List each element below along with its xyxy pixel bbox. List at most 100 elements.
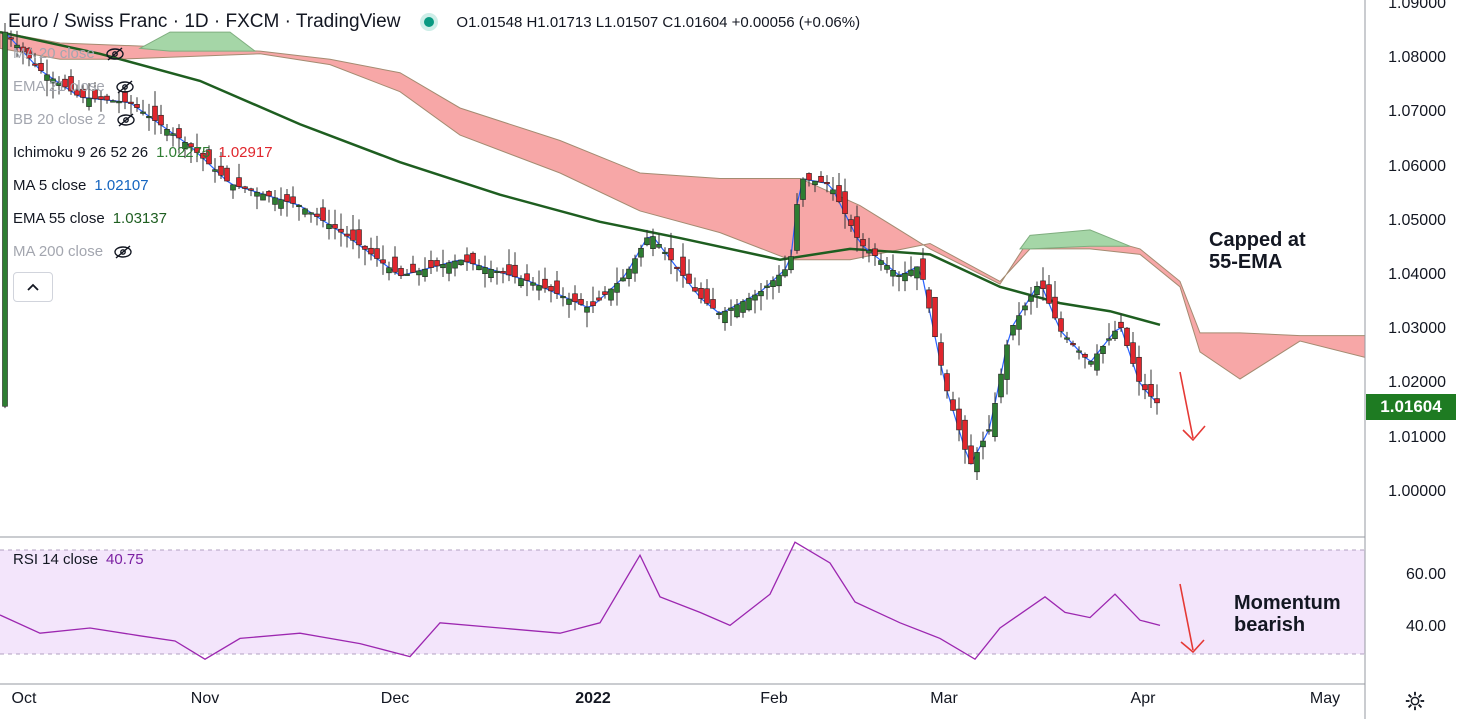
candle [944,369,950,399]
price-tick-label: 1.09000 [1388,0,1446,12]
candle [860,233,866,259]
candle-body [626,268,632,279]
candle-body [1154,398,1160,404]
candle-body [656,244,662,248]
rsi-band [0,550,1365,654]
candle-body [422,268,428,277]
candle-body [140,111,146,114]
candle-body [1100,345,1106,354]
candle-body [74,89,80,96]
candle-body [62,78,68,88]
candle-body [242,186,248,189]
candle [812,180,818,193]
candle-body [884,265,890,270]
candle [260,191,266,201]
rsi-line [0,541,1161,661]
candle [470,251,476,271]
candle [1010,325,1016,341]
candle [584,301,590,328]
candle-body [380,259,386,264]
rsi-tick-label: 60.00 [1405,566,1446,583]
legend-label: Ichimoku 9 26 52 26 [13,144,149,161]
candle [170,127,176,147]
candle-body [20,46,26,52]
candle-body [506,264,512,276]
candle [752,289,758,314]
candle [698,282,704,304]
candle [974,447,980,481]
candle-body [308,212,314,215]
candle [50,71,56,99]
legend-ma-5-close[interactable]: MA 5 close 1.02107 [13,177,149,194]
rsi-legend[interactable]: RSI 14 close 40.75 [13,551,144,568]
legend-bb-20-close-2[interactable]: BB 20 close 2 [13,111,136,128]
symbol-title[interactable]: Euro / Swiss Franc · 1D · FXCM · Trading… [8,11,401,32]
candle-body [722,310,728,324]
candle-body [566,298,572,305]
candle-body [830,189,836,195]
candle-body [854,216,860,238]
candle [410,255,416,274]
candle-body [110,100,116,103]
candle [914,266,920,291]
hidden-eye-icon[interactable] [105,46,125,61]
candle-body [290,196,296,204]
candle [638,244,644,267]
legend-ma-20-close[interactable]: MA 20 close [13,45,125,62]
candle [620,269,626,282]
candle-body [686,273,692,284]
candle [1112,320,1118,342]
candle [374,235,380,267]
collapse-legend-button[interactable] [13,272,53,302]
candle [998,368,1004,404]
price-tick-label: 1.01000 [1388,428,1446,446]
candle [842,178,848,229]
candle-body [770,280,776,287]
settings-gear-icon[interactable] [1404,690,1426,712]
hidden-eye-icon[interactable] [115,79,135,94]
chevron-up-icon [27,283,39,291]
candle [266,189,272,203]
candle [368,237,374,261]
candle-body [542,278,548,289]
candle [596,290,602,302]
legend-ichimoku-9-26-52-26[interactable]: Ichimoku 9 26 52 26 1.02275 1.02917 [13,144,273,161]
candle-body [746,297,752,311]
hidden-eye-icon[interactable] [116,112,136,127]
candle-body [674,266,680,269]
candle [1118,313,1124,332]
hidden-eye-icon[interactable] [113,244,133,259]
legend-ma-200-close[interactable]: MA 200 close [13,243,133,260]
candle-body [488,269,494,278]
candle [572,285,578,311]
candle-body [434,260,440,267]
candle-body [938,342,944,366]
candle [422,257,428,282]
legend-ema-21-close[interactable]: EMA 21 close [13,78,135,95]
candle-body [1058,318,1064,332]
candle-body [410,263,416,273]
candle [8,30,14,47]
candle-body [272,197,278,205]
candle [734,298,740,319]
candle-body [470,252,476,265]
ohlc-values: O1.01548 H1.01713 L1.01507 C1.01604 +0.0… [456,13,861,31]
price-tick-label: 1.03000 [1388,320,1446,338]
candle-body [644,237,650,246]
rsi-legend-value: 40.75 [106,551,144,568]
candle-body [818,175,824,183]
rsi-panel [0,541,1365,661]
candle [1088,360,1094,367]
candle [116,90,122,114]
candle [644,229,650,247]
down-arrow-price [1179,371,1206,442]
candle [1028,286,1034,315]
legend-ema-55-close[interactable]: EMA 55 close 1.03137 [13,210,167,227]
candle [626,266,632,287]
candle [968,434,974,465]
candle-body [560,296,566,299]
candle [500,267,506,284]
candle [836,173,842,204]
candle [668,232,674,275]
